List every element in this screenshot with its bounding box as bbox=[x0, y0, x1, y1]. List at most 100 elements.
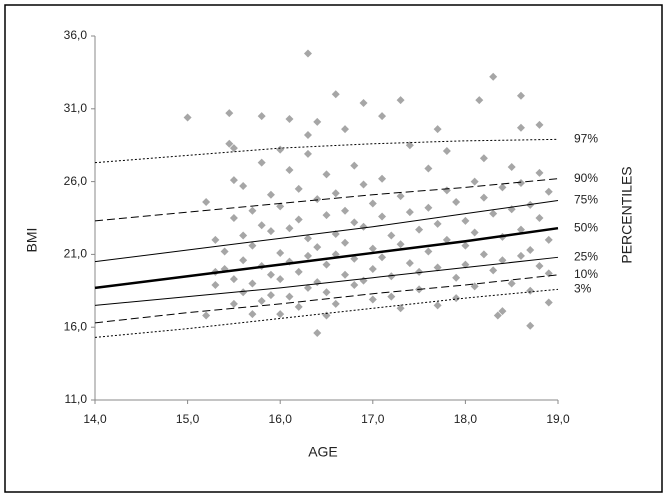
x-tick-label: 16,0 bbox=[269, 412, 293, 426]
point bbox=[544, 235, 553, 244]
point bbox=[229, 299, 238, 308]
point bbox=[498, 183, 507, 192]
point bbox=[225, 139, 234, 148]
frame bbox=[4, 4, 663, 493]
point bbox=[544, 298, 553, 307]
percentile-line bbox=[94, 288, 559, 338]
point bbox=[257, 112, 266, 121]
point bbox=[470, 228, 479, 237]
point bbox=[368, 244, 377, 253]
point bbox=[303, 283, 312, 292]
point bbox=[387, 231, 396, 240]
point bbox=[405, 141, 414, 150]
point bbox=[285, 292, 294, 301]
point bbox=[415, 267, 424, 276]
point bbox=[285, 224, 294, 233]
point bbox=[433, 263, 442, 272]
point bbox=[276, 310, 285, 319]
x-axis-title: AGE bbox=[308, 444, 338, 460]
point bbox=[285, 114, 294, 123]
point bbox=[526, 286, 535, 295]
point bbox=[387, 292, 396, 301]
point bbox=[396, 192, 405, 201]
percentile-line bbox=[94, 274, 559, 324]
point bbox=[396, 304, 405, 313]
point bbox=[396, 240, 405, 249]
y-axis-title: BMI bbox=[24, 228, 40, 253]
point bbox=[516, 251, 525, 260]
percentile-label: 25% bbox=[574, 249, 598, 263]
point bbox=[442, 235, 451, 244]
point bbox=[396, 96, 405, 105]
point bbox=[359, 180, 368, 189]
point bbox=[276, 275, 285, 284]
point bbox=[368, 295, 377, 304]
point bbox=[239, 288, 248, 297]
point bbox=[303, 234, 312, 243]
y-tick-label: 16,0 bbox=[64, 319, 88, 333]
point bbox=[516, 179, 525, 188]
point bbox=[266, 270, 275, 279]
point bbox=[248, 310, 257, 319]
point bbox=[211, 280, 220, 289]
point bbox=[442, 147, 451, 156]
point bbox=[489, 209, 498, 218]
point bbox=[313, 243, 322, 252]
point bbox=[341, 238, 350, 247]
x-tick-label: 15,0 bbox=[176, 412, 200, 426]
point bbox=[229, 176, 238, 185]
point bbox=[341, 270, 350, 279]
percentile-label: 97% bbox=[574, 132, 598, 146]
point bbox=[424, 203, 433, 212]
point bbox=[285, 165, 294, 174]
point bbox=[303, 131, 312, 140]
point bbox=[331, 90, 340, 99]
y-tick-label: 31,0 bbox=[64, 101, 88, 115]
percentile-line bbox=[94, 256, 559, 306]
point bbox=[202, 311, 211, 320]
point bbox=[507, 163, 516, 172]
point bbox=[322, 260, 331, 269]
y-tick-label: 21,0 bbox=[64, 247, 88, 261]
point bbox=[229, 275, 238, 284]
point bbox=[516, 91, 525, 100]
point bbox=[257, 158, 266, 167]
point bbox=[276, 145, 285, 154]
point bbox=[266, 190, 275, 199]
point bbox=[535, 214, 544, 222]
percentile-label: 3% bbox=[574, 282, 592, 296]
point bbox=[322, 311, 331, 320]
point bbox=[405, 208, 414, 217]
point bbox=[350, 280, 359, 289]
point bbox=[257, 296, 266, 305]
point bbox=[322, 170, 331, 179]
point bbox=[225, 109, 234, 118]
point bbox=[239, 181, 248, 190]
point bbox=[535, 120, 544, 129]
point bbox=[544, 187, 553, 196]
point bbox=[378, 212, 387, 221]
point bbox=[211, 235, 220, 244]
point bbox=[479, 250, 488, 259]
point bbox=[266, 291, 275, 300]
point bbox=[378, 174, 387, 183]
point bbox=[461, 241, 470, 250]
percentile-label: 75% bbox=[574, 193, 598, 207]
point bbox=[229, 214, 238, 222]
point bbox=[341, 125, 350, 134]
point bbox=[424, 164, 433, 173]
point bbox=[387, 272, 396, 281]
point bbox=[368, 199, 377, 208]
y-tick-label: 36,0 bbox=[64, 28, 88, 42]
percentile-line bbox=[94, 178, 559, 222]
percentiles-title: PERCENTILES bbox=[619, 166, 635, 263]
point bbox=[378, 112, 387, 121]
point bbox=[294, 267, 303, 276]
point bbox=[257, 221, 266, 230]
point bbox=[526, 246, 535, 255]
point bbox=[248, 279, 257, 288]
point bbox=[202, 197, 211, 206]
x-tick-label: 17,0 bbox=[361, 412, 385, 426]
point bbox=[461, 260, 470, 269]
